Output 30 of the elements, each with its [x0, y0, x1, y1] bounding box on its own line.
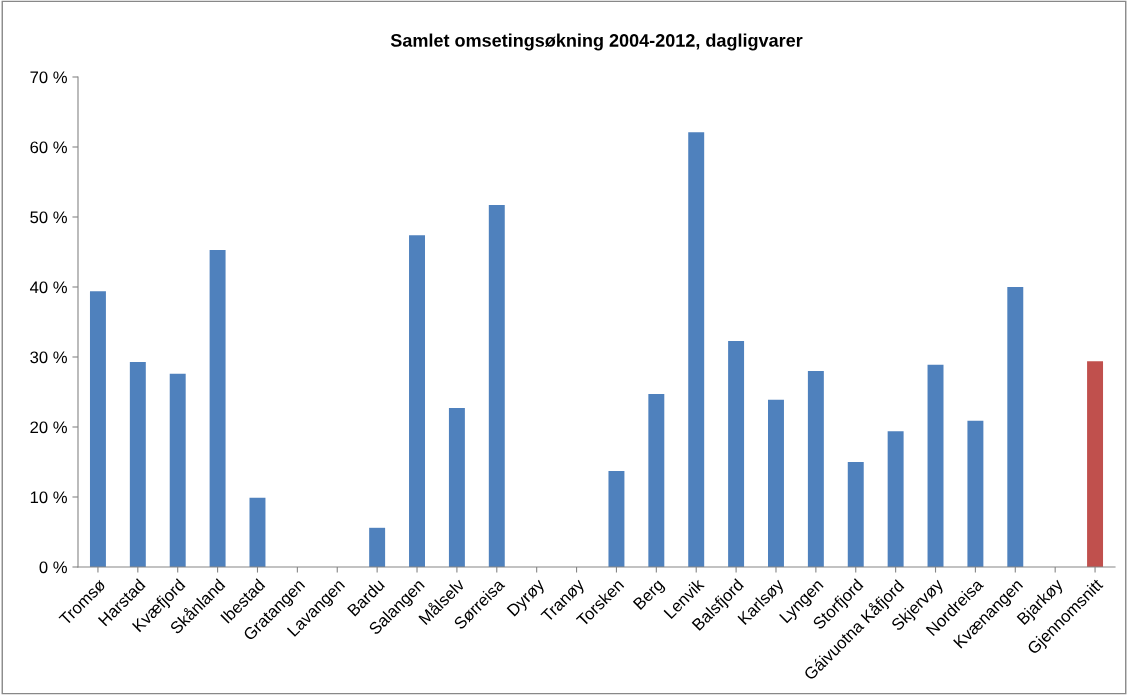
- bar: [688, 132, 705, 567]
- y-tick-label: 20 %: [30, 421, 67, 434]
- bar: [448, 408, 465, 567]
- chart-title: Samlet omsetingsøkning 2004-2012, dagligvarer: [390, 33, 803, 51]
- bar: [807, 371, 824, 567]
- y-tick-label: 70 %: [30, 71, 67, 84]
- bar: [768, 399, 784, 567]
- y-tick-label: 60 %: [30, 141, 67, 154]
- bar: [249, 497, 266, 567]
- bar: [1007, 287, 1024, 567]
- bar: [927, 364, 944, 567]
- bar: [209, 249, 226, 567]
- bar: [369, 527, 386, 567]
- bar: [728, 340, 745, 567]
- y-tick-label: 10 %: [30, 491, 67, 504]
- bar: [847, 462, 864, 567]
- bar: [608, 471, 625, 567]
- y-tick-label: 50 %: [30, 211, 67, 224]
- y-tick-label: 0 %: [39, 561, 67, 574]
- bar: [169, 373, 186, 567]
- bar: [488, 205, 505, 567]
- bar: [409, 235, 425, 567]
- bar: [1087, 361, 1104, 567]
- y-tick-label: 40 %: [29, 281, 67, 294]
- bar: [89, 291, 106, 567]
- bar: [887, 431, 904, 567]
- bar: [967, 420, 984, 567]
- bar: [648, 394, 665, 567]
- y-tick-label: 30 %: [30, 351, 67, 364]
- bar: [129, 361, 146, 567]
